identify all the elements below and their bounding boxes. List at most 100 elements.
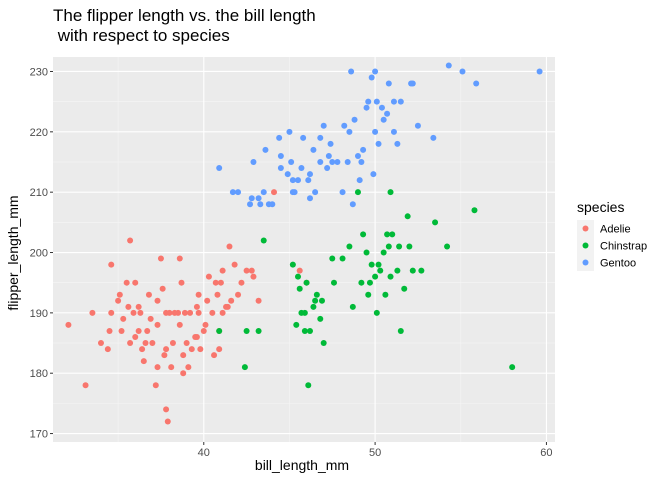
data-point [255,195,262,202]
data-point [200,327,207,334]
data-point [356,177,363,184]
data-point [387,189,394,196]
data-point [147,315,154,322]
data-point [195,309,202,316]
data-point [169,340,176,347]
data-point [108,309,115,316]
data-point [157,255,164,262]
data-point [104,346,111,353]
data-point [373,309,380,316]
data-point [365,98,372,105]
data-point [372,273,379,280]
data-point [154,321,161,328]
data-point [188,346,195,353]
data-point [248,267,255,274]
data-point [389,231,396,238]
data-point [363,249,370,256]
data-point [235,291,242,298]
data-point [406,243,413,250]
grid-lines [53,57,555,442]
chart-title: The flipper length vs. the bill length w… [53,6,316,45]
data-point [373,98,380,105]
data-point [132,334,139,340]
data-point [216,327,223,334]
data-point [300,134,307,141]
data-point [306,195,313,202]
data-point [130,309,137,316]
data-point [248,195,255,202]
data-point [394,140,401,147]
data-point [387,273,394,280]
data-point [216,346,223,353]
legend-label: Adelie [600,224,631,236]
data-point [397,327,404,334]
data-point [401,285,408,292]
data-point [339,255,346,262]
x-tick-label: 60 [540,447,552,459]
data-point [289,189,296,196]
data-point [296,285,303,292]
data-point [358,159,365,165]
data-point [394,267,401,274]
data-point [295,177,302,184]
data-point [306,171,313,178]
y-tick-label: 200 [30,248,48,260]
data-point [243,327,250,334]
data-point [293,321,300,328]
data-point [418,267,425,274]
x-axis-title: bill_length_mm [255,457,349,473]
data-point [127,340,134,347]
data-point [310,303,317,310]
data-point [288,159,295,165]
data-point [205,273,212,280]
data-point [409,267,416,274]
data-point [145,291,152,298]
data-point [360,146,367,153]
data-point [238,279,245,286]
data-point [212,279,219,286]
data-point [380,116,387,123]
data-point [235,189,242,196]
data-point [250,159,257,165]
data-point [432,219,439,226]
data-point [329,255,336,262]
data-point [82,382,89,389]
data-point [306,327,313,334]
y-tick-label: 210 [30,187,48,199]
data-point [219,309,226,316]
data-point [286,128,293,135]
data-point [255,297,262,304]
data-point [346,243,353,250]
data-point [327,140,334,147]
data-point [120,315,127,322]
data-point [370,171,377,178]
data-point [341,122,348,129]
data-point [414,122,421,129]
data-point [142,340,149,347]
y-tick-label: 180 [30,368,48,380]
data-point [368,261,375,268]
data-point [346,128,353,135]
data-point [404,213,411,220]
data-point [229,189,236,196]
data-point [375,140,382,147]
data-point [459,68,466,75]
data-point [214,291,221,298]
data-point [325,152,332,159]
data-point [312,189,319,196]
data-point [296,267,303,274]
data-point [310,146,317,153]
data-point [324,165,331,172]
data-point [390,128,397,135]
data-point [471,207,478,214]
data-point [284,171,291,178]
data-point [317,315,324,322]
data-point [409,80,416,87]
legend-marker [582,259,589,266]
data-point [366,279,373,286]
data-point [384,231,391,238]
data-point [277,165,284,172]
data-point [377,267,384,274]
data-point [226,243,233,250]
